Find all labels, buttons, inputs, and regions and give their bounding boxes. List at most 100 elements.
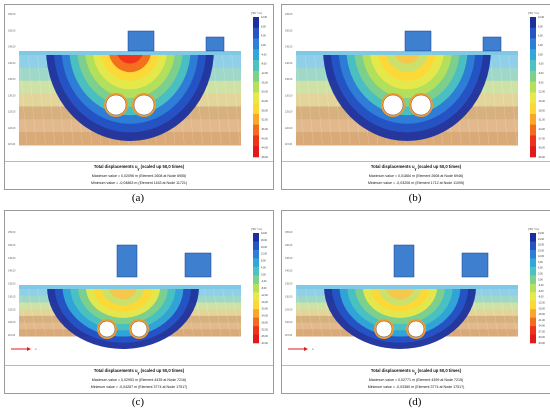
legend-label: -16,00 <box>261 81 268 84</box>
legend-swatch <box>253 27 259 39</box>
legend-swatch <box>253 70 259 82</box>
legend-swatch <box>253 275 259 285</box>
axis-tick-label: 140,00 <box>285 270 293 273</box>
plot-title: Total displacements uy (scaled up 50,0 t… <box>93 368 185 375</box>
legend-swatch <box>530 27 536 39</box>
legend-swatch <box>253 326 259 335</box>
legend-swatch <box>530 49 536 61</box>
axis-tick-label: 140,00 <box>285 62 293 65</box>
legend-label: -21,00 <box>538 319 545 322</box>
building <box>127 30 155 52</box>
min-value: Minimum value = -0,03206 m (Element 1712… <box>367 180 465 185</box>
mesh-line <box>323 54 332 146</box>
axis-tick-label: 120,00 <box>285 321 293 324</box>
legend-swatch <box>530 60 536 72</box>
legend-unit: [*10⁻³ m] <box>251 227 262 231</box>
result-info: Total displacements uy (scaled up 50,0 t… <box>5 365 273 393</box>
mesh-line <box>37 288 46 337</box>
mesh-line <box>28 54 37 146</box>
legend-swatch <box>253 292 259 301</box>
legend-label: -28,00 <box>261 109 268 112</box>
axis-tick-label: 135,00 <box>285 78 293 81</box>
mesh-line <box>231 54 240 146</box>
legend-label: -24,00 <box>538 128 545 131</box>
axis-tick-label: 145,00 <box>8 257 16 260</box>
legend-label: -3,00 <box>538 284 544 287</box>
legend-label: -15,00 <box>538 100 545 103</box>
axis-tick-label: 115,00 <box>285 334 293 337</box>
legend-label: -32,00 <box>261 119 268 122</box>
legend-label: 3,00 <box>538 273 543 276</box>
min-value: Minimum value = -0,04863 m (Element 1163… <box>90 180 188 185</box>
result-info: Total displacements uy (scaled up 50,0 t… <box>282 161 550 189</box>
mesh-line <box>490 288 499 337</box>
tunnel <box>98 320 116 338</box>
axis-tick-label: 125,00 <box>285 111 293 114</box>
panel-d: -40,00-30,00-20,00-10,000,0010,0020,0030… <box>281 210 550 413</box>
legend-swatch <box>253 258 259 268</box>
legend-unit: [*10⁻³ m] <box>528 11 539 15</box>
tunnel <box>130 320 148 338</box>
plot-window: -40,00-30,00-20,00-10,000,0010,0020,0030… <box>4 210 274 394</box>
max-value: Maximum value = 0,02771 m (Element 4399 … <box>368 377 464 382</box>
legend-swatch <box>253 92 259 104</box>
building <box>461 252 489 278</box>
mesh-line <box>46 54 55 146</box>
legend-swatch <box>530 103 536 115</box>
surface-layer <box>296 285 518 289</box>
legend-label: -9,00 <box>538 81 544 84</box>
legend-label: -12,00 <box>538 301 545 304</box>
axis-tick-label: 120,00 <box>285 127 293 130</box>
mesh-line <box>213 288 222 337</box>
legend-label: -3,00 <box>538 63 544 66</box>
displacement-contour-plot: -40,00-30,00-20,00-10,000,0010,0020,0030… <box>5 5 273 165</box>
legend-label: -6,00 <box>538 72 544 75</box>
mesh-line <box>499 288 508 337</box>
tunnel <box>407 320 425 338</box>
legend-swatch <box>530 92 536 104</box>
legend-label: 0,00 <box>538 53 543 56</box>
axis-tick-label: 125,00 <box>8 111 16 114</box>
legend-swatch <box>530 38 536 50</box>
legend-label: 16,00 <box>261 246 268 249</box>
legend-label: 0,00 <box>261 44 266 47</box>
axis-tick-label: 115,00 <box>285 143 293 146</box>
building <box>482 36 502 52</box>
axis-arrow-head <box>27 347 31 351</box>
plot-title: Total displacements uy (scaled up 50,0 t… <box>370 164 462 171</box>
legend-label: -36,00 <box>261 335 268 338</box>
building <box>404 30 432 52</box>
panel-c: -40,00-30,00-20,00-10,000,0010,0020,0030… <box>4 210 274 413</box>
legend-label: -9,00 <box>538 296 544 299</box>
result-info: Total displacements uy (scaled up 50,0 t… <box>282 365 550 393</box>
legend-swatch <box>530 146 536 158</box>
legend-label: -30,00 <box>538 336 545 339</box>
axis-tick-label: 150,00 <box>285 244 293 247</box>
tunnel <box>410 94 432 116</box>
legend-swatch <box>530 275 536 285</box>
legend-swatch <box>253 81 259 93</box>
mesh-line <box>18 288 28 337</box>
mesh-line <box>305 54 314 146</box>
legend-label: 12,00 <box>261 16 268 19</box>
axis-arrow-label: x <box>35 347 37 351</box>
axis-tick-label: 155,00 <box>285 231 293 234</box>
legend-label: -40,00 <box>261 342 268 345</box>
legend-label: 6,00 <box>538 267 543 270</box>
axis-tick-label: 155,00 <box>285 13 293 16</box>
axis-tick-label: 140,00 <box>8 62 16 65</box>
axis-tick-label: 140,00 <box>8 270 16 273</box>
axis-tick-label: 150,00 <box>285 29 293 32</box>
legend-label: -15,00 <box>538 307 545 310</box>
axis-tick-label: 115,00 <box>8 334 16 337</box>
mesh-line <box>314 288 323 337</box>
legend-label: -44,00 <box>261 147 268 150</box>
tunnel <box>133 94 155 116</box>
legend-swatch <box>530 249 536 259</box>
axis-tick-label: 145,00 <box>285 257 293 260</box>
legend-label: 8,00 <box>261 260 266 263</box>
max-value: Maximum value = 0,02096 m (Element 2608 … <box>91 173 187 178</box>
displacement-contour-plot: -40,00-30,00-20,00-10,000,0010,0020,0030… <box>282 211 550 369</box>
legend-label: 24,00 <box>261 232 268 235</box>
axis-tick-label: 135,00 <box>8 78 16 81</box>
